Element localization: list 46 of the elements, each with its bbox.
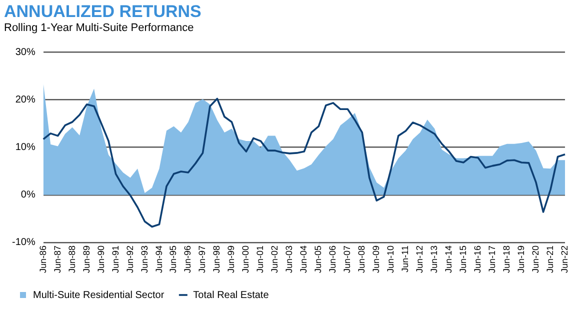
x-tick-label: Jun-90 [96, 245, 106, 274]
y-tick-label: 30% [15, 46, 36, 58]
x-tick-label: Jun-93 [139, 245, 150, 274]
x-tick-label: Jun-15 [458, 245, 468, 274]
x-tick-label: Jun-95 [168, 245, 178, 274]
x-tick-label: Jun-07 [342, 245, 352, 274]
x-tick-label: Jun-17 [487, 245, 498, 274]
x-tick-label: Jun-14 [444, 245, 454, 274]
y-tick-label: -10% [12, 237, 36, 248]
x-tick-label: Jun-18 [502, 245, 512, 274]
y-tick-label: 10% [15, 142, 36, 153]
chart-title: ANNUALIZED RETURNS [4, 2, 202, 22]
x-tick-label: Jun-13 [429, 245, 440, 274]
legend-label: Total Real Estate [193, 290, 270, 301]
y-tick-label: 0% [20, 190, 36, 201]
x-tick-label: Jun-97 [197, 245, 208, 274]
legend-label: Multi-Suite Residential Sector [33, 290, 165, 301]
x-tick-label: Jun-08 [356, 245, 367, 274]
x-tick-label: Jun-99 [226, 245, 236, 274]
x-tick-label: Jun-91 [110, 245, 120, 274]
x-tick-label: Jun-96 [182, 245, 193, 274]
x-tick-label: Jun-87 [52, 245, 62, 274]
x-tick-label: Jun-21 [544, 245, 555, 274]
x-tick-label: Jun-05 [313, 245, 324, 274]
x-tick-label: Jun-92 [124, 245, 135, 274]
x-tick-label: Jun-10 [386, 245, 396, 274]
x-tick-label: Jun-89 [81, 245, 92, 274]
x-tick-label: Jun-06 [328, 245, 338, 274]
x-tick-label: Jun-11 [400, 245, 410, 272]
x-tick-label: Jun-16 [472, 245, 483, 274]
x-tick-label: Jun-20 [530, 245, 541, 274]
x-tick-label: Jun-00 [240, 245, 251, 274]
x-tick-label: Jun-22 [559, 245, 570, 274]
x-tick-label: Jun-94 [154, 245, 164, 274]
x-tick-label: Jun-02 [270, 245, 280, 274]
x-tick-label: Jun-88 [66, 245, 77, 274]
x-tick-label: Jun-04 [298, 245, 309, 274]
x-tick-label: Jun-01 [255, 245, 266, 274]
y-tick-label: 20% [15, 94, 36, 106]
x-tick-label: Jun-98 [212, 245, 222, 274]
x-tick-label: Jun-09 [371, 245, 382, 274]
chart-subtitle: Rolling 1-Year Multi-Suite Performance [4, 22, 194, 34]
x-tick-label: Jun-03 [284, 245, 294, 274]
x-tick-label: Jun-19 [516, 245, 526, 274]
x-tick-label: Jun-12 [414, 245, 425, 274]
x-tick-label: Jun-86 [38, 245, 48, 274]
